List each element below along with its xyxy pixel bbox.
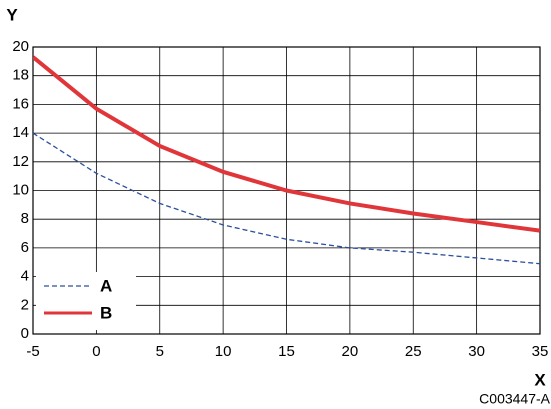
legend-label: A — [100, 276, 112, 295]
x-tick-label: 10 — [215, 343, 232, 360]
legend-label: B — [100, 303, 112, 322]
y-tick-label: 16 — [12, 95, 29, 112]
y-tick-label: 10 — [12, 181, 29, 198]
y-tick-label: 14 — [12, 124, 29, 141]
y-tick-label: 4 — [21, 268, 29, 285]
y-tick-label: 20 — [12, 38, 29, 55]
y-tick-label: 8 — [21, 210, 29, 227]
y-tick-label: 0 — [21, 325, 29, 342]
x-tick-label: 20 — [342, 343, 359, 360]
x-tick-label: -5 — [26, 343, 39, 360]
y-tick-label: 6 — [21, 239, 29, 256]
x-tick-label: 30 — [468, 343, 485, 360]
legend-box — [36, 272, 136, 330]
series-line — [33, 55, 540, 233]
x-tick-label: 0 — [92, 343, 100, 360]
plot-frame — [32, 46, 541, 335]
x-tick-label: 25 — [405, 343, 422, 360]
y-axis-label: Y — [6, 5, 18, 24]
y-tick-label: 12 — [12, 153, 29, 170]
y-tick-label: 2 — [21, 296, 29, 313]
x-tick-label: 15 — [278, 343, 295, 360]
figure-id: C003447-A — [479, 391, 550, 407]
x-tick-label: 5 — [156, 343, 164, 360]
y-tick-label: 18 — [12, 67, 29, 84]
x-tick-label: 35 — [532, 343, 549, 360]
x-axis-label: X — [534, 370, 546, 389]
series-line — [33, 132, 540, 265]
